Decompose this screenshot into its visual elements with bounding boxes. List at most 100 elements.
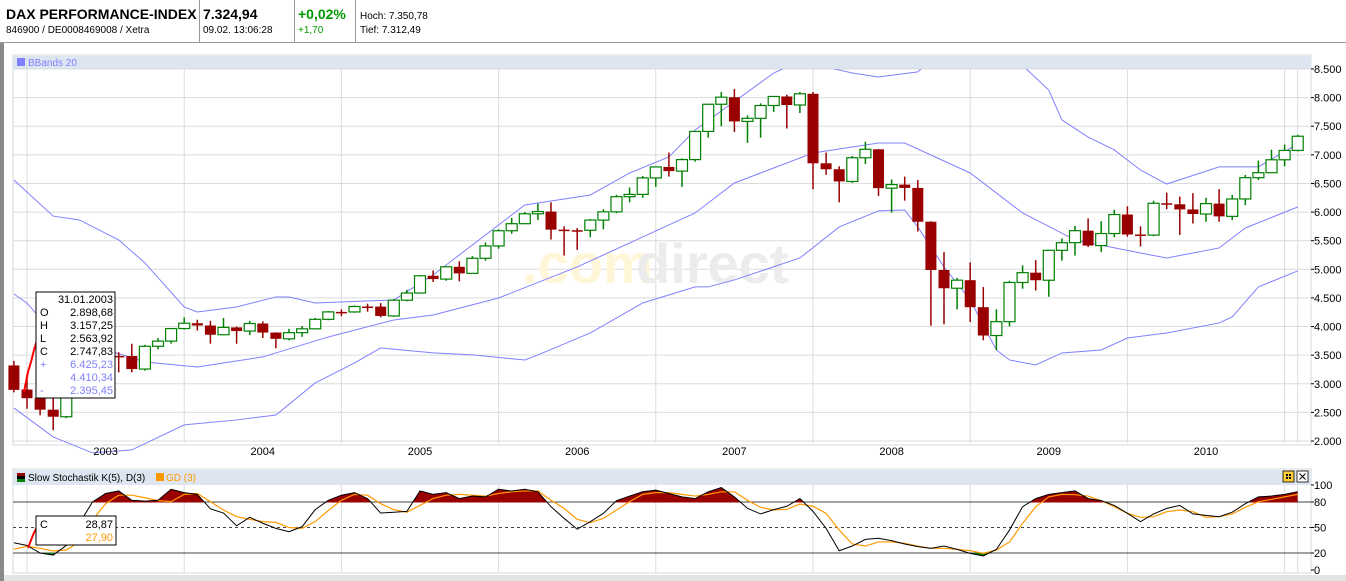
candle (282, 328, 296, 341)
candle (781, 94, 793, 129)
candle-body (296, 328, 309, 334)
candle (990, 309, 1003, 351)
candle-body (479, 245, 492, 259)
tooltip-row-label: L (40, 333, 46, 345)
candle-body (191, 323, 203, 326)
candle (807, 91, 819, 190)
candle-body (1042, 249, 1055, 281)
instrument-cell: DAX PERFORMANCE-INDEX 846900 / DE0008469… (0, 0, 200, 42)
candle-body (348, 305, 361, 313)
tooltip-row-value: 2.898,68 (70, 307, 113, 319)
candle-body (781, 96, 793, 105)
day-low: Tief: 7.312,49 (360, 25, 421, 36)
candle (925, 221, 937, 326)
candle (1291, 134, 1304, 152)
candle-body (1016, 272, 1029, 284)
bband-lower-line (13, 209, 1298, 454)
bbands-legend-swatch (17, 58, 25, 66)
tooltip-row-value: 2.395,45 (70, 385, 113, 397)
price-panel (12, 54, 1312, 446)
price-tick-label: 3.000 (1314, 379, 1342, 391)
candle (912, 180, 924, 232)
candle (1042, 249, 1055, 297)
candle-body (126, 356, 138, 370)
candle (375, 303, 387, 318)
candle-body (1055, 242, 1069, 251)
price-tick-label: 6.500 (1314, 178, 1342, 190)
candle (204, 320, 216, 344)
day-high: Hoch: 7.350,78 (360, 11, 428, 22)
time-axis: 2003 2004 2005 2006 2007 2008 2009 2010 (93, 446, 1218, 458)
candle (1161, 192, 1173, 210)
stoch-tooltip: C 28,87 27,90 (35, 515, 117, 546)
candle-body (1161, 203, 1173, 205)
candle (885, 179, 898, 213)
candle-body (1174, 204, 1186, 210)
instrument-name: DAX PERFORMANCE-INDEX (6, 6, 197, 22)
change-percent: +0,02% (298, 6, 346, 22)
candle (977, 287, 989, 341)
candle (571, 228, 583, 250)
stochastic-lines (13, 486, 1298, 557)
candle (518, 212, 531, 225)
range-cell: Hoch: 7.350,78 Tief: 7.312,49 (355, 0, 475, 42)
stoch-tooltip-d: 27,90 (85, 532, 113, 544)
candle (348, 305, 361, 313)
candle-body (545, 211, 557, 230)
candle-body (977, 307, 989, 336)
candle (47, 395, 59, 431)
price-tick-label: 2.000 (1314, 436, 1342, 448)
candle-body (1030, 272, 1042, 281)
close-icon[interactable] (1296, 470, 1309, 483)
candle (126, 343, 138, 373)
candle-body (362, 306, 374, 309)
settings-icon[interactable] (1282, 470, 1295, 483)
stoch-tick-label: 0 (1314, 565, 1320, 577)
candle-body (820, 163, 832, 170)
candle (1121, 206, 1133, 237)
price-tick-label: 4.000 (1314, 322, 1342, 334)
candle (427, 270, 439, 282)
candle-body (257, 323, 269, 333)
watermark: .com direct (522, 232, 789, 295)
stochastic-panel (12, 468, 1312, 574)
candle (1003, 280, 1016, 327)
candle (165, 327, 178, 344)
candle (362, 303, 374, 312)
year-label: 2010 (1194, 446, 1218, 458)
candle-body (1265, 159, 1278, 174)
candle (191, 319, 203, 331)
price-tick-label: 8.000 (1314, 93, 1342, 105)
candle-body (793, 93, 807, 106)
candle (820, 152, 832, 175)
candle (846, 155, 859, 183)
tooltip-row-label: H (40, 320, 48, 332)
candle-body (623, 193, 636, 198)
candle (1278, 144, 1291, 167)
candle (1095, 221, 1108, 253)
candle (1199, 197, 1213, 222)
candle-body (178, 322, 191, 330)
candle-body (728, 97, 740, 122)
candle (1068, 225, 1082, 256)
candle (151, 337, 165, 350)
candle (217, 317, 230, 336)
candle-body (610, 196, 623, 213)
candle (558, 226, 570, 256)
candle (1030, 260, 1042, 291)
candle-body (990, 321, 1003, 337)
price-cell: 7.324,94 09.02. 13:06:28 (199, 0, 295, 42)
candle-body (466, 257, 479, 274)
candle-body (34, 398, 46, 410)
candle (1213, 189, 1225, 222)
tooltip-date: 31.01.2003 (58, 294, 113, 306)
candle (296, 325, 309, 337)
candle (859, 141, 872, 165)
candle-body (413, 275, 427, 294)
candle (1147, 200, 1160, 237)
tooltip-row-value: 2.747,83 (70, 346, 113, 358)
candle-body (584, 219, 597, 231)
candle (231, 326, 243, 344)
tooltip-row-value: 3.157,25 (70, 320, 113, 332)
